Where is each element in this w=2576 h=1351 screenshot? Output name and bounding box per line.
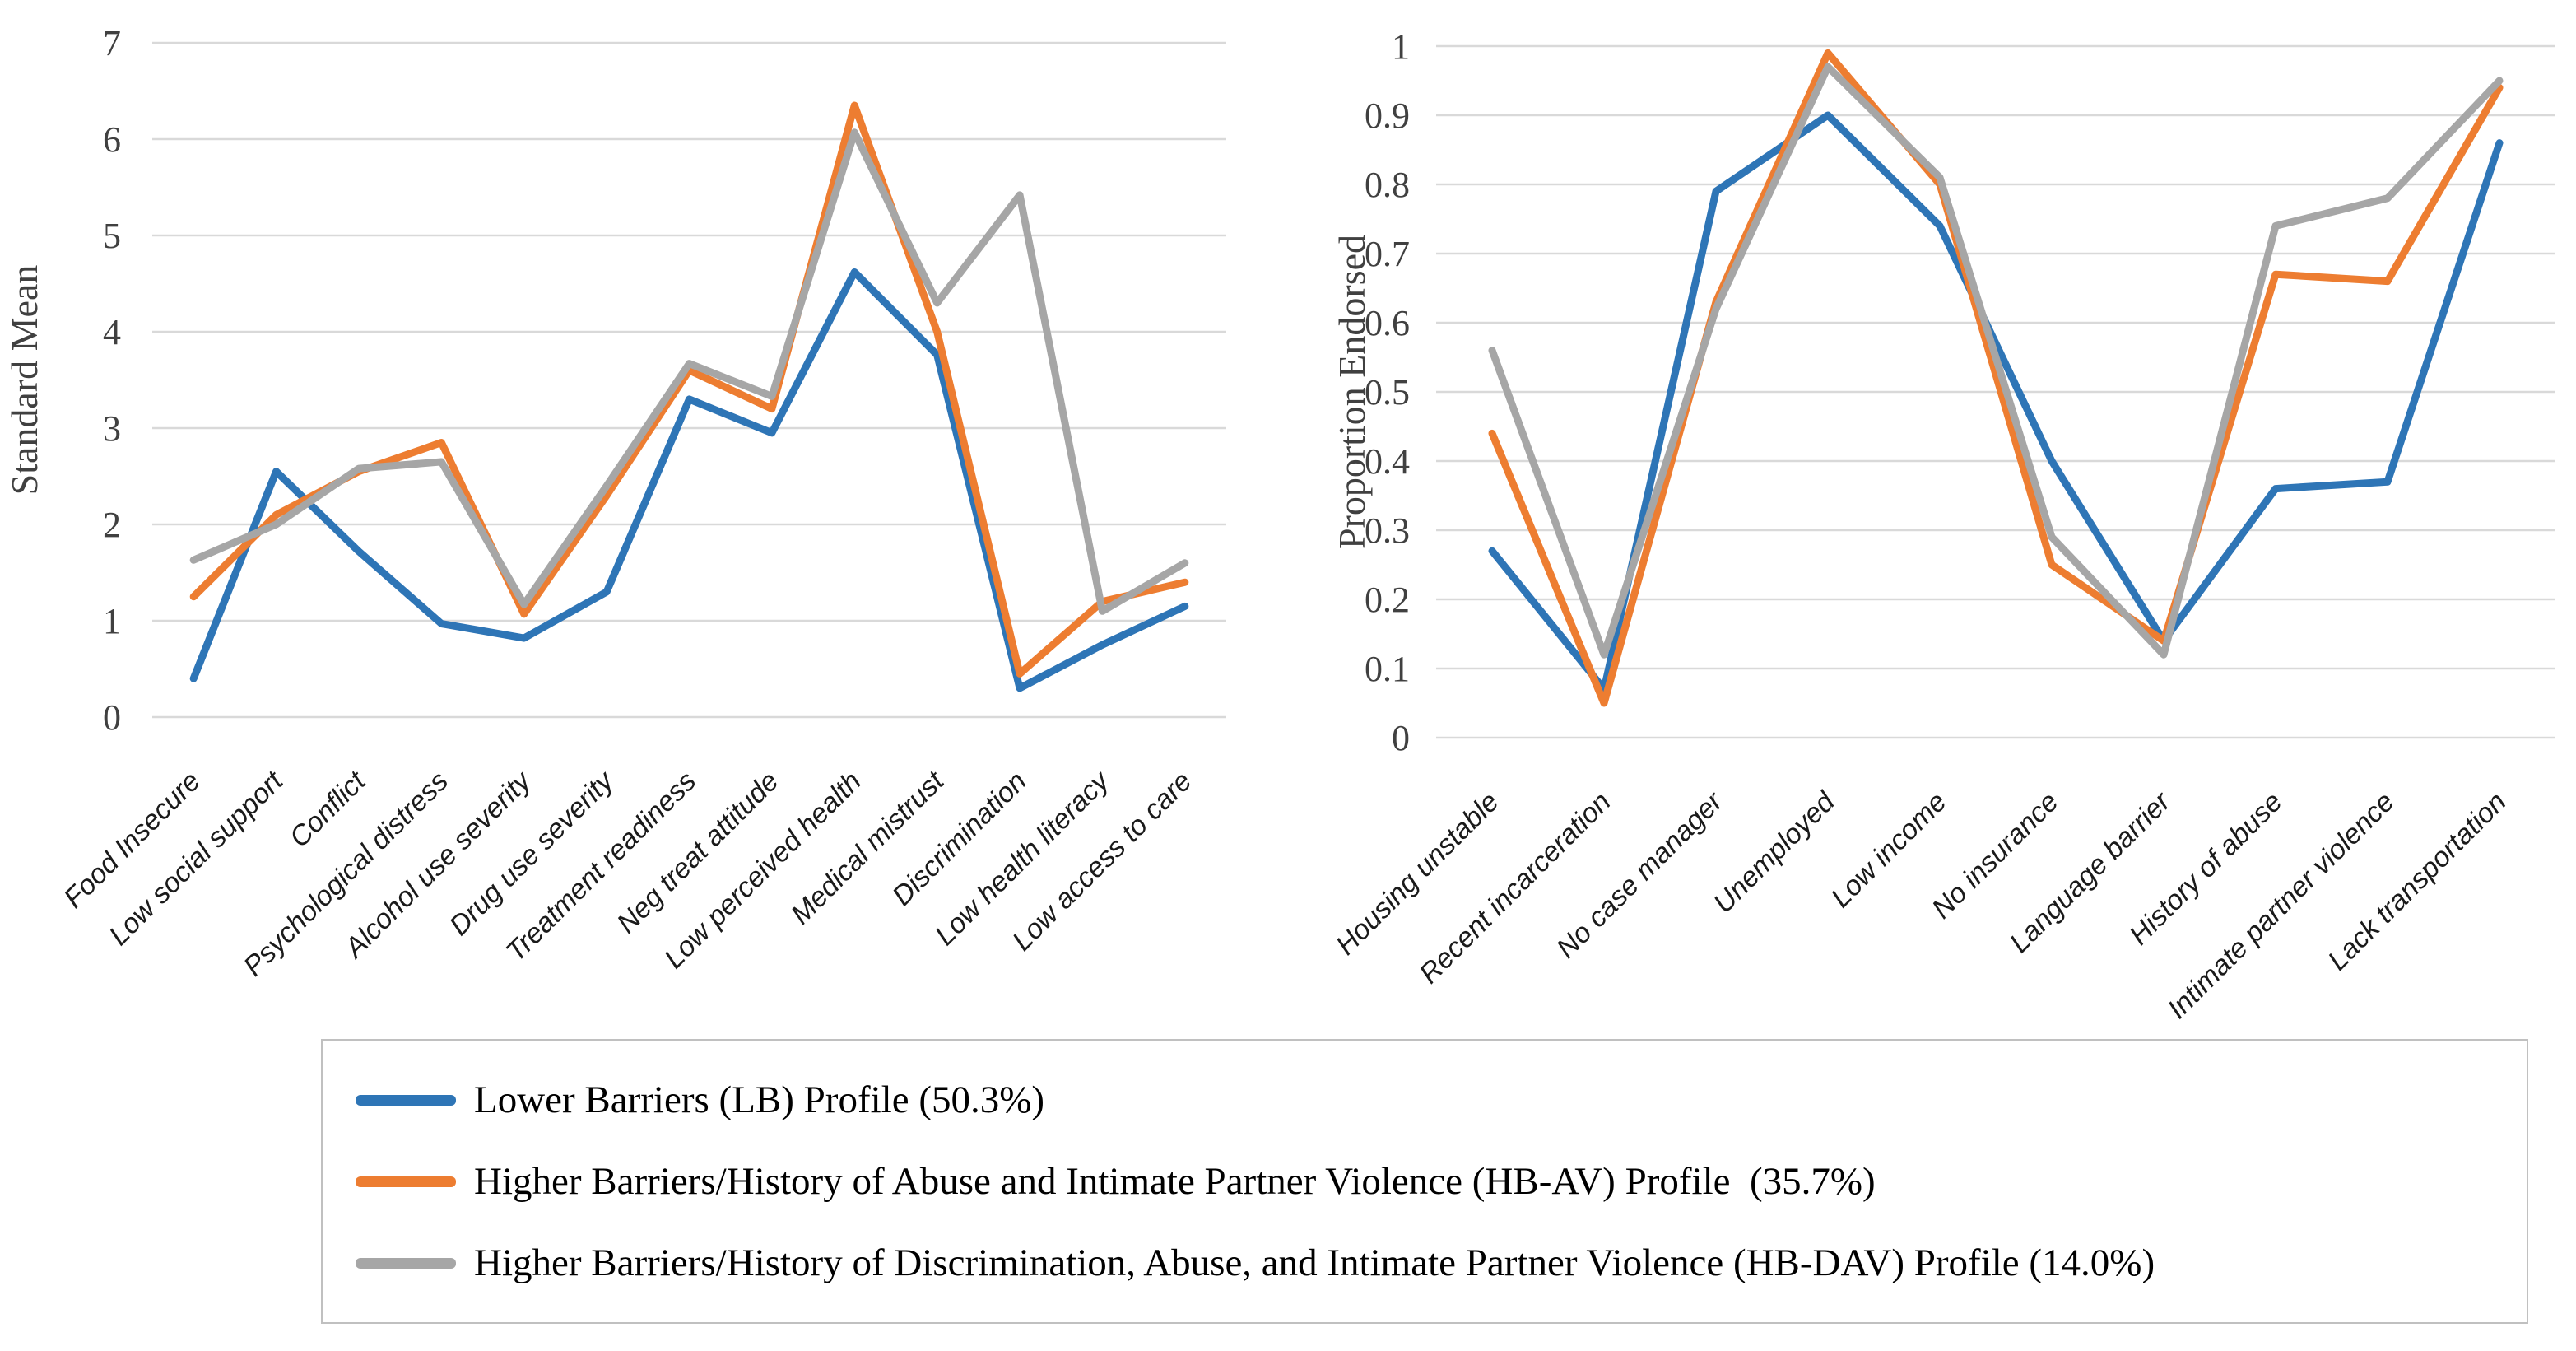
- y-axis-title: Standard Mean: [3, 265, 45, 496]
- y-tick-label: 5: [103, 216, 121, 256]
- x-category-label: Medical mistrust: [785, 765, 951, 931]
- y-tick-label: 0.4: [1365, 441, 1410, 482]
- legend-item-hbdav: Higher Barriers/History of Discriminatio…: [356, 1241, 2527, 1285]
- lb-line-swatch: [356, 1094, 456, 1106]
- series-line-lb: [189, 268, 1189, 692]
- x-category-label: Intimate partner violence: [2162, 786, 2401, 1025]
- y-tick-label: 2: [103, 505, 121, 545]
- y-tick-label: 4: [103, 312, 121, 352]
- series-line-hbdav: [1488, 63, 2504, 659]
- legend-label-hbdav: Higher Barriers/History of Discriminatio…: [474, 1242, 2155, 1284]
- hbav-line-swatch: [356, 1176, 456, 1187]
- y-tick-label: 0.3: [1365, 510, 1410, 551]
- proportion-endorsed-chart-svg: 0 0.1 0.2 0.3 0.4 0.5 0.6 0.7 0.8 0.9 1 Proportion …: [1333, 26, 2555, 1025]
- hbdav-line-swatch: [356, 1257, 456, 1269]
- legend: Lower Barriers (LB) Profile (50.3%) High…: [321, 1039, 2528, 1324]
- standard-mean-chart: 0 1 2 3 4 5 6 7 Standard Mean Food Insecure Low so…: [0, 0, 1333, 1037]
- x-category-label: Unemployed: [1708, 785, 1842, 920]
- y-tick-label: 0.7: [1365, 234, 1410, 274]
- y-tick-label: 6: [103, 119, 121, 160]
- y-tick-label: 1: [103, 601, 121, 641]
- legend-label-lb: Lower Barriers (LB) Profile (50.3%): [474, 1078, 1045, 1121]
- y-tick-label: 1: [1392, 26, 1410, 67]
- y-tick-label: 3: [103, 408, 121, 449]
- y-tick-label: 0: [1392, 718, 1410, 758]
- legend-item-lb: Lower Barriers (LB) Profile (50.3%): [356, 1078, 2527, 1122]
- x-category-label: Recent incarceration: [1413, 786, 1616, 990]
- y-tick-label: 0.5: [1365, 372, 1410, 412]
- series-line-hbav: [189, 101, 1189, 678]
- y-tick-label: 0.6: [1365, 303, 1410, 343]
- y-tick-label: 0.2: [1365, 580, 1410, 620]
- y-tick-label: 0.8: [1365, 165, 1410, 205]
- series-line-lb: [1488, 111, 2504, 693]
- y-tick-label: 7: [103, 23, 121, 63]
- proportion-endorsed-chart: 0 0.1 0.2 0.3 0.4 0.5 0.6 0.7 0.8 0.9 1 Proportion …: [1333, 0, 2576, 1037]
- legend-label-hbav: Higher Barriers/History of Abuse and Int…: [474, 1160, 1876, 1203]
- legend-item-hbav: Higher Barriers/History of Abuse and Int…: [356, 1159, 2527, 1204]
- y-tick-label: 0: [103, 697, 121, 738]
- series-line-hbdav: [189, 128, 1189, 615]
- y-tick-label: 0.1: [1365, 649, 1410, 689]
- y-axis-title: Proportion Endorsed: [1333, 235, 1373, 549]
- y-tick-label: 0.9: [1365, 96, 1410, 136]
- series-line-hbav: [1488, 49, 2504, 707]
